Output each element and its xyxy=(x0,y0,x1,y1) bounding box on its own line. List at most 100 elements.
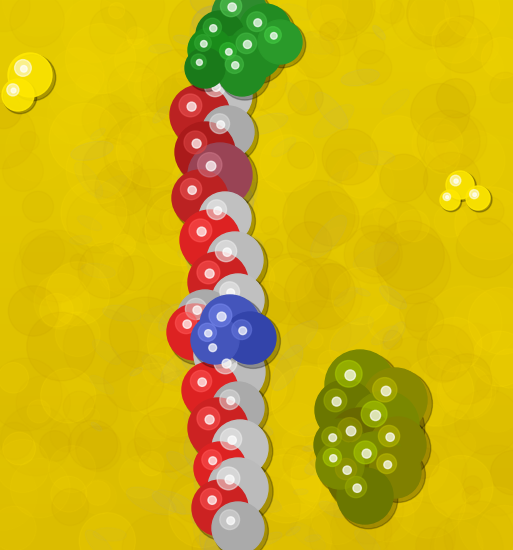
Circle shape xyxy=(0,93,22,129)
Circle shape xyxy=(403,355,473,426)
Circle shape xyxy=(380,154,428,202)
Circle shape xyxy=(247,12,267,31)
Circle shape xyxy=(373,0,394,14)
Circle shape xyxy=(327,353,401,426)
Circle shape xyxy=(193,318,243,368)
Circle shape xyxy=(48,63,111,125)
Circle shape xyxy=(10,458,70,518)
Circle shape xyxy=(436,16,492,73)
Circle shape xyxy=(190,100,213,123)
Ellipse shape xyxy=(182,343,240,376)
Circle shape xyxy=(175,312,196,334)
Circle shape xyxy=(231,257,274,300)
Ellipse shape xyxy=(201,214,248,257)
Circle shape xyxy=(219,506,269,550)
Circle shape xyxy=(251,8,279,36)
Circle shape xyxy=(379,202,422,245)
Circle shape xyxy=(252,455,320,523)
Circle shape xyxy=(128,363,181,416)
Circle shape xyxy=(61,180,127,246)
Circle shape xyxy=(232,320,251,339)
Circle shape xyxy=(192,139,201,148)
Circle shape xyxy=(214,384,268,438)
Circle shape xyxy=(288,142,314,169)
Circle shape xyxy=(387,438,421,472)
Ellipse shape xyxy=(310,215,347,257)
Circle shape xyxy=(227,348,295,416)
Circle shape xyxy=(287,222,332,267)
Circle shape xyxy=(184,364,243,423)
Circle shape xyxy=(235,29,299,92)
Circle shape xyxy=(188,143,252,207)
Circle shape xyxy=(354,441,377,464)
Circle shape xyxy=(262,504,332,550)
Circle shape xyxy=(326,443,372,490)
Circle shape xyxy=(14,59,31,76)
Circle shape xyxy=(41,368,95,423)
Circle shape xyxy=(377,230,450,304)
Circle shape xyxy=(260,21,306,68)
Circle shape xyxy=(79,513,135,550)
Circle shape xyxy=(444,501,513,550)
Circle shape xyxy=(237,260,263,287)
Circle shape xyxy=(435,521,483,550)
Circle shape xyxy=(197,261,220,284)
Ellipse shape xyxy=(207,244,252,295)
Circle shape xyxy=(50,48,104,102)
Ellipse shape xyxy=(190,54,254,103)
Circle shape xyxy=(212,0,268,43)
Ellipse shape xyxy=(204,486,250,524)
Circle shape xyxy=(103,44,172,113)
Circle shape xyxy=(185,48,225,88)
Circle shape xyxy=(285,258,355,329)
Circle shape xyxy=(209,234,268,293)
Circle shape xyxy=(437,365,492,419)
Circle shape xyxy=(339,470,398,529)
Circle shape xyxy=(6,117,70,182)
Ellipse shape xyxy=(201,391,238,417)
Circle shape xyxy=(270,32,277,39)
Ellipse shape xyxy=(203,150,248,187)
Ellipse shape xyxy=(189,99,245,125)
Circle shape xyxy=(204,108,259,162)
Circle shape xyxy=(336,360,362,387)
Circle shape xyxy=(428,455,493,520)
Ellipse shape xyxy=(193,370,246,416)
Circle shape xyxy=(283,180,355,252)
Circle shape xyxy=(217,312,226,321)
Circle shape xyxy=(204,75,226,97)
Ellipse shape xyxy=(186,231,241,285)
Circle shape xyxy=(217,467,240,490)
Circle shape xyxy=(371,448,425,502)
Circle shape xyxy=(189,30,236,76)
Circle shape xyxy=(305,33,344,72)
Circle shape xyxy=(201,488,222,510)
Circle shape xyxy=(332,397,341,406)
Circle shape xyxy=(214,351,237,374)
Circle shape xyxy=(442,354,492,404)
Circle shape xyxy=(346,426,356,436)
Circle shape xyxy=(27,312,95,381)
Circle shape xyxy=(348,0,418,50)
Circle shape xyxy=(207,344,270,407)
Circle shape xyxy=(90,7,137,54)
Circle shape xyxy=(454,179,458,183)
Circle shape xyxy=(238,364,287,413)
Circle shape xyxy=(182,212,245,275)
Circle shape xyxy=(398,210,429,241)
Circle shape xyxy=(82,480,116,515)
Circle shape xyxy=(291,438,363,510)
Circle shape xyxy=(161,282,207,328)
Ellipse shape xyxy=(167,452,200,478)
Circle shape xyxy=(254,19,262,26)
Circle shape xyxy=(126,26,144,45)
Circle shape xyxy=(227,517,234,525)
Circle shape xyxy=(316,441,364,489)
Ellipse shape xyxy=(90,128,105,140)
Circle shape xyxy=(134,408,200,472)
Circle shape xyxy=(344,226,402,283)
Circle shape xyxy=(207,362,239,394)
Ellipse shape xyxy=(192,4,256,41)
Circle shape xyxy=(408,448,439,478)
Ellipse shape xyxy=(199,144,247,171)
